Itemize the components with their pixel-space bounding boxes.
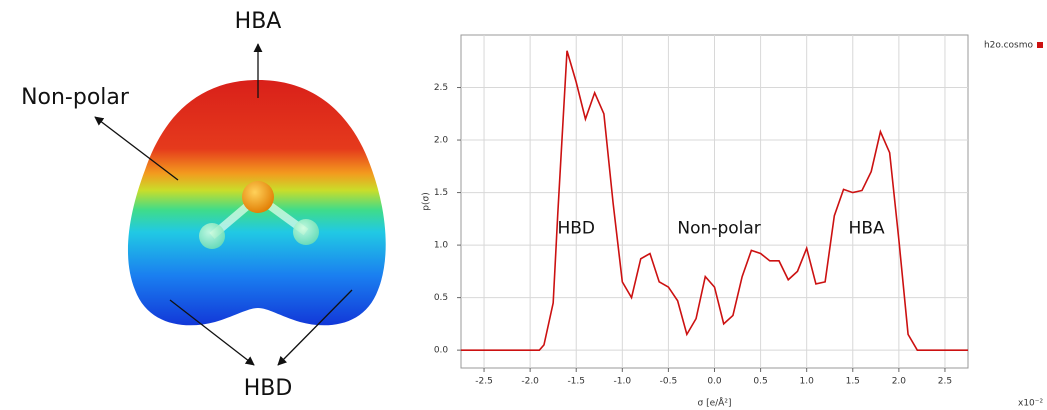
x-tick-label: -1.5 [567,377,585,387]
x-tick-label: 2.0 [892,377,907,387]
oxygen-atom [242,181,274,213]
arrows [94,43,353,366]
y-tick-label: 2.0 [434,136,449,146]
legend-label: h2o.cosmo [984,41,1034,51]
x-tick-label: 1.5 [846,377,860,387]
x-tick-label: -2.0 [521,377,539,387]
label-nonpolar: Non-polar [21,85,130,110]
y-tick-label: 0.5 [434,293,448,303]
x-tick-label: 1.0 [800,377,815,387]
x-multiplier: x10⁻² [1018,399,1044,409]
annotation: Non-polar [677,218,760,238]
annotation: HBA [849,218,885,238]
hydrogen-atom [199,223,225,249]
hydrogen-atom [293,219,319,245]
x-axis-label: σ [e/Å²] [698,397,732,409]
annotation: HBD [557,218,595,238]
label-hbd: HBD [244,376,293,401]
y-axis-label: p(σ) [422,192,432,210]
x-tick-label: 0.5 [753,377,767,387]
y-tick-label: 2.5 [434,83,448,93]
x-tick-label: 2.5 [938,377,952,387]
y-tick-label: 1.0 [434,241,449,251]
y-tick-label: 1.5 [434,188,448,198]
x-tick-label: -1.0 [614,377,632,387]
legend-swatch [1037,42,1043,48]
chart: -2.5 -2.0 -1.5 -1.0 -0.5 0.0 0.5 1.0 1.5 2.0 2.5 0.… [422,34,1044,409]
molecule [127,80,386,326]
x-tick-label: -2.5 [475,377,493,387]
x-tick-label: -0.5 [660,377,678,387]
data-line [461,50,968,351]
y-tick-label: 0.0 [434,346,449,356]
label-hba: HBA [235,9,282,34]
x-tick-label: 0.0 [707,377,722,387]
